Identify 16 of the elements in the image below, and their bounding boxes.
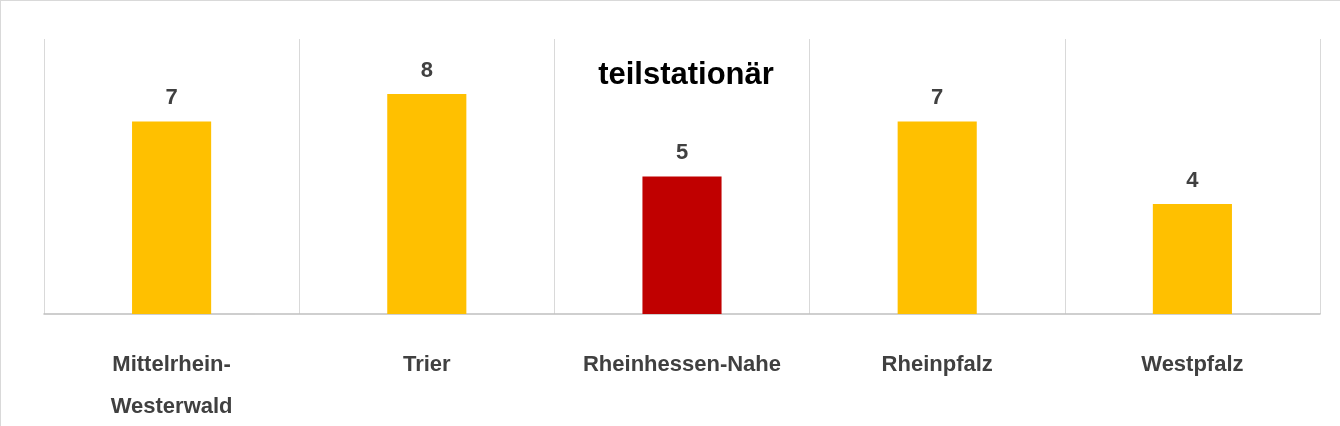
bar	[897, 121, 977, 314]
bar	[1152, 204, 1232, 314]
data-label: 7	[931, 84, 944, 109]
x-tick-label: Mittelrhein-Westerwald	[110, 350, 233, 418]
x-tick-label: Westpfalz	[1141, 350, 1244, 376]
bar	[132, 121, 212, 314]
data-label: 7	[165, 84, 178, 109]
bar	[387, 94, 467, 314]
x-tick-label: Rheinpfalz	[881, 350, 993, 376]
data-label: 4	[1186, 166, 1200, 192]
bar	[642, 176, 722, 314]
x-tick-label: Rheinhessen-Nahe	[582, 350, 782, 376]
chart-title: teilstationär	[598, 56, 774, 91]
data-label: 8	[420, 56, 433, 82]
x-tick-label: Trier	[402, 350, 452, 376]
data-label: 5	[675, 139, 689, 164]
